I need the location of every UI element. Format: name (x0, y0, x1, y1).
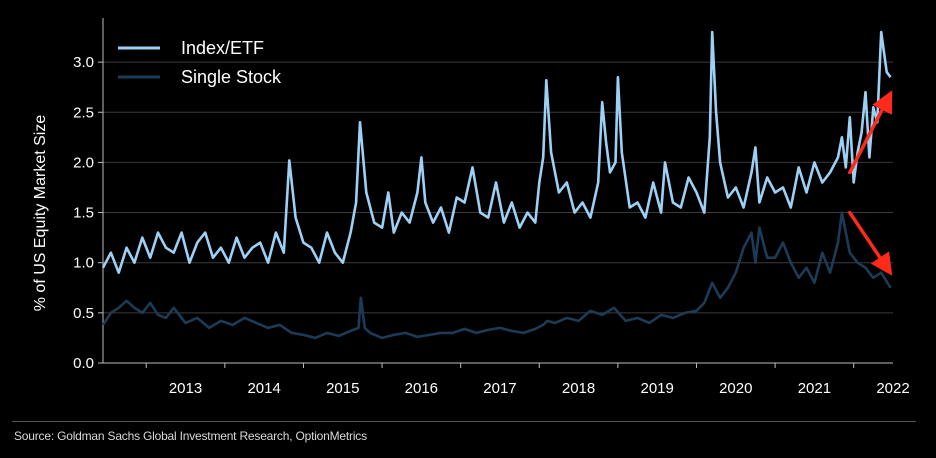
y-axis-label: % of US Equity Market Size (32, 115, 49, 312)
legend-label-single-stock: Single Stock (181, 67, 282, 87)
legend-label-index-etf: Index/ETF (181, 38, 264, 58)
grid-lines (103, 61, 893, 314)
x-tick-label: 2016 (405, 380, 438, 397)
x-tick-label: 2021 (798, 380, 831, 397)
y-tick-label: 1.5 (73, 205, 94, 222)
axes (102, 18, 893, 364)
y-tick-label: 1.0 (73, 255, 94, 272)
up-arrow (848, 90, 893, 175)
source-note: Source: Goldman Sachs Global Investment … (14, 429, 367, 443)
down-arrow (848, 210, 893, 276)
series-line-single-stock (101, 211, 892, 340)
x-tick-label: 2014 (247, 380, 280, 397)
series-line-index-etf (101, 30, 892, 274)
y-tick-label: 0.5 (73, 305, 94, 322)
x-tick-label: 2015 (326, 380, 359, 397)
x-tick-label: 2019 (640, 380, 673, 397)
series-lines (101, 30, 892, 340)
x-tick-label: 2017 (483, 380, 516, 397)
x-tick-label: 2018 (562, 380, 595, 397)
y-tick-label: 3.0 (73, 54, 94, 71)
footer-divider (12, 421, 916, 422)
x-tick-label: 2013 (169, 380, 202, 397)
y-tick-label: 2.5 (73, 104, 94, 121)
x-tick-label: 2020 (719, 380, 752, 397)
x-axis-ticks: 2013 2014 2015 2016 2017 2018 2019 2020 2021 2022 (145, 363, 910, 397)
y-tick-label: 2.0 (73, 154, 94, 171)
x-tick-label: 2022 (876, 380, 909, 397)
line-chart: 0.00.51.01.52.02.53.0 2013 2014 2015 2016 20… (32, 18, 910, 397)
annotation-arrows (848, 90, 893, 276)
legend: Index/ETF Single Stock (118, 38, 282, 87)
y-tick-label: 0.0 (73, 355, 94, 372)
y-axis-ticks: 0.0 0.5 1.0 1.5 2.0 2.5 3.0 (73, 54, 103, 372)
